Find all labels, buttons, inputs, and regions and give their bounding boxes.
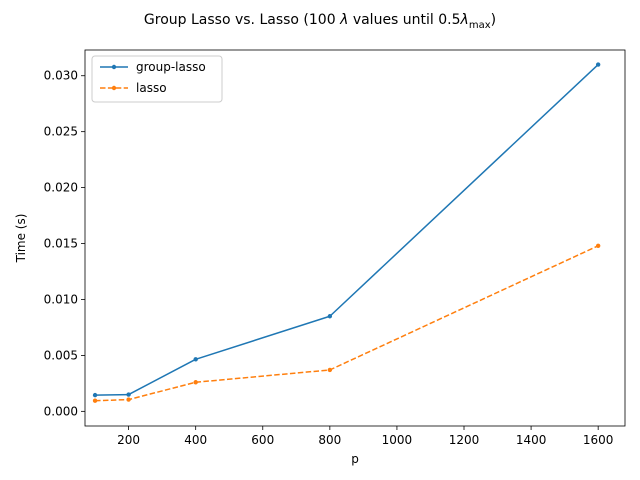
y-tick-label: 0.020 (44, 181, 78, 195)
x-tick-label: 1000 (382, 433, 413, 447)
data-point-group-lasso (327, 314, 333, 319)
x-axis-label: p (351, 452, 359, 466)
series-layer (92, 62, 601, 403)
y-axis-label: Time (s) (14, 214, 28, 264)
data-point-lasso (92, 398, 98, 403)
legend-label-lasso: lasso (136, 81, 167, 95)
x-tick-label: 1400 (516, 433, 547, 447)
data-point-lasso (327, 367, 333, 373)
x-tick-label: 200 (117, 433, 140, 447)
data-point-group-lasso (595, 62, 601, 67)
y-tick-label: 0.025 (44, 125, 78, 139)
legend-marker-group-lasso (111, 64, 117, 70)
data-point-group-lasso (193, 357, 198, 362)
chart-title: Group Lasso vs. Lasso (100 λ values unti… (144, 12, 496, 31)
y-tick-label: 0.000 (44, 404, 78, 418)
data-point-group-lasso (126, 392, 131, 397)
x-tick-label: 800 (318, 433, 341, 447)
y-tick-label: 0.015 (44, 237, 78, 251)
x-tick-label: 1200 (449, 433, 480, 447)
series-line-group-lasso (95, 63, 599, 396)
x-tick-label: 600 (251, 433, 274, 447)
data-point-lasso (193, 380, 198, 385)
x-tick-label: 1600 (583, 433, 614, 447)
legend-label-group-lasso: group-lasso (136, 60, 206, 74)
legend-marker-lasso (111, 85, 117, 91)
data-point-lasso (595, 243, 601, 248)
y-tick-label: 0.010 (44, 292, 78, 306)
series-line-lasso (95, 245, 599, 402)
data-point-lasso (126, 397, 131, 402)
data-point-group-lasso (92, 392, 98, 398)
ticks-layer: 200 400 600 800 1000 1200 1400 1600 0.000 0.005 0.… (44, 69, 614, 447)
y-tick-label: 0.005 (44, 348, 78, 362)
legend: group-lasso lasso (91, 55, 223, 103)
plot-frame (84, 49, 626, 427)
y-tick-label: 0.030 (44, 69, 78, 83)
x-tick-label: 400 (184, 433, 207, 447)
